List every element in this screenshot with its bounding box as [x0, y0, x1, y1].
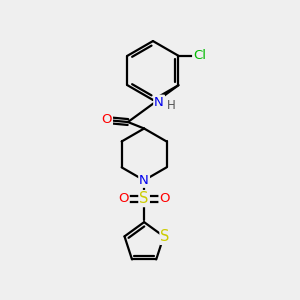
Text: O: O: [118, 192, 129, 205]
Text: S: S: [140, 191, 149, 206]
Text: O: O: [101, 112, 112, 126]
Text: S: S: [160, 229, 170, 244]
Text: H: H: [167, 99, 175, 112]
Text: N: N: [139, 174, 149, 187]
Text: O: O: [160, 192, 170, 205]
Text: Cl: Cl: [193, 49, 206, 62]
Text: N: N: [154, 96, 164, 109]
